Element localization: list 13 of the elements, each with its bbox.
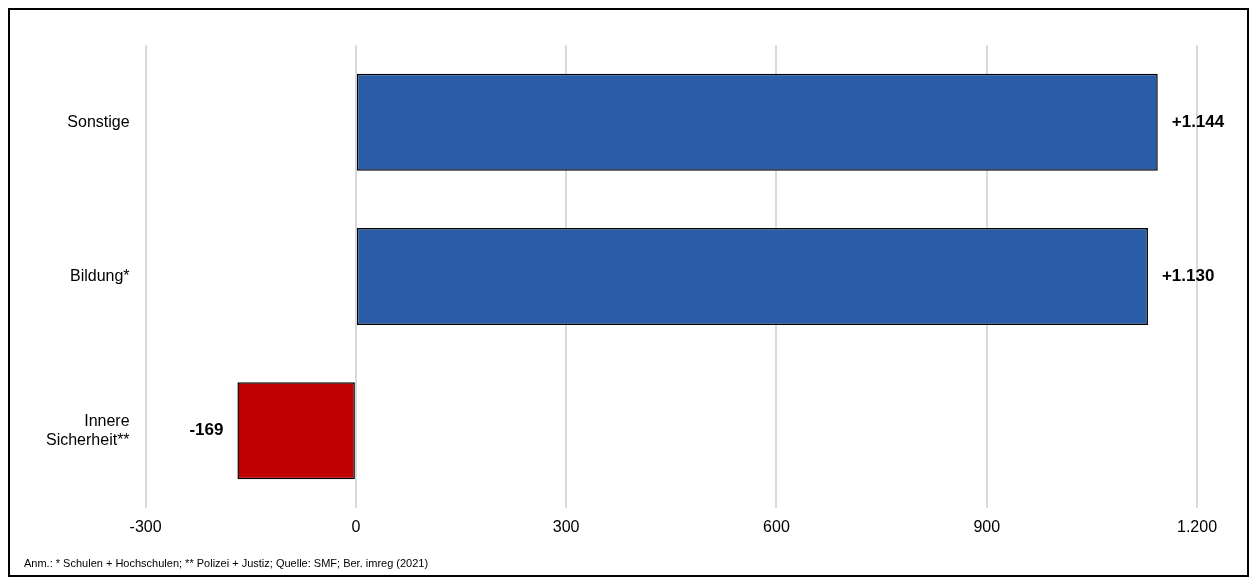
data-label: +1.130 <box>1161 266 1215 286</box>
data-label: +1.144 <box>1171 111 1225 131</box>
x-tick-label: 900 <box>973 517 1001 535</box>
text: Anm.: * Schulen + Hochschulen; ** Polizei + Justiz; Quelle: SMF; Ber. imreg (2021) <box>24 557 429 569</box>
data-label: -169 <box>189 420 224 440</box>
y-tick-label: Bildung* <box>69 266 130 284</box>
x-tick-label: 1.200 <box>1176 517 1218 535</box>
y-tick-label: Sonstige <box>67 112 130 130</box>
y-tick-label: Innere Sicherheit** <box>45 411 130 448</box>
x-tick-label: -300 <box>129 517 162 535</box>
x-tick-label: 600 <box>763 517 790 535</box>
x-tick-label: 300 <box>552 517 580 535</box>
x-tick-label: 0 <box>351 517 361 535</box>
